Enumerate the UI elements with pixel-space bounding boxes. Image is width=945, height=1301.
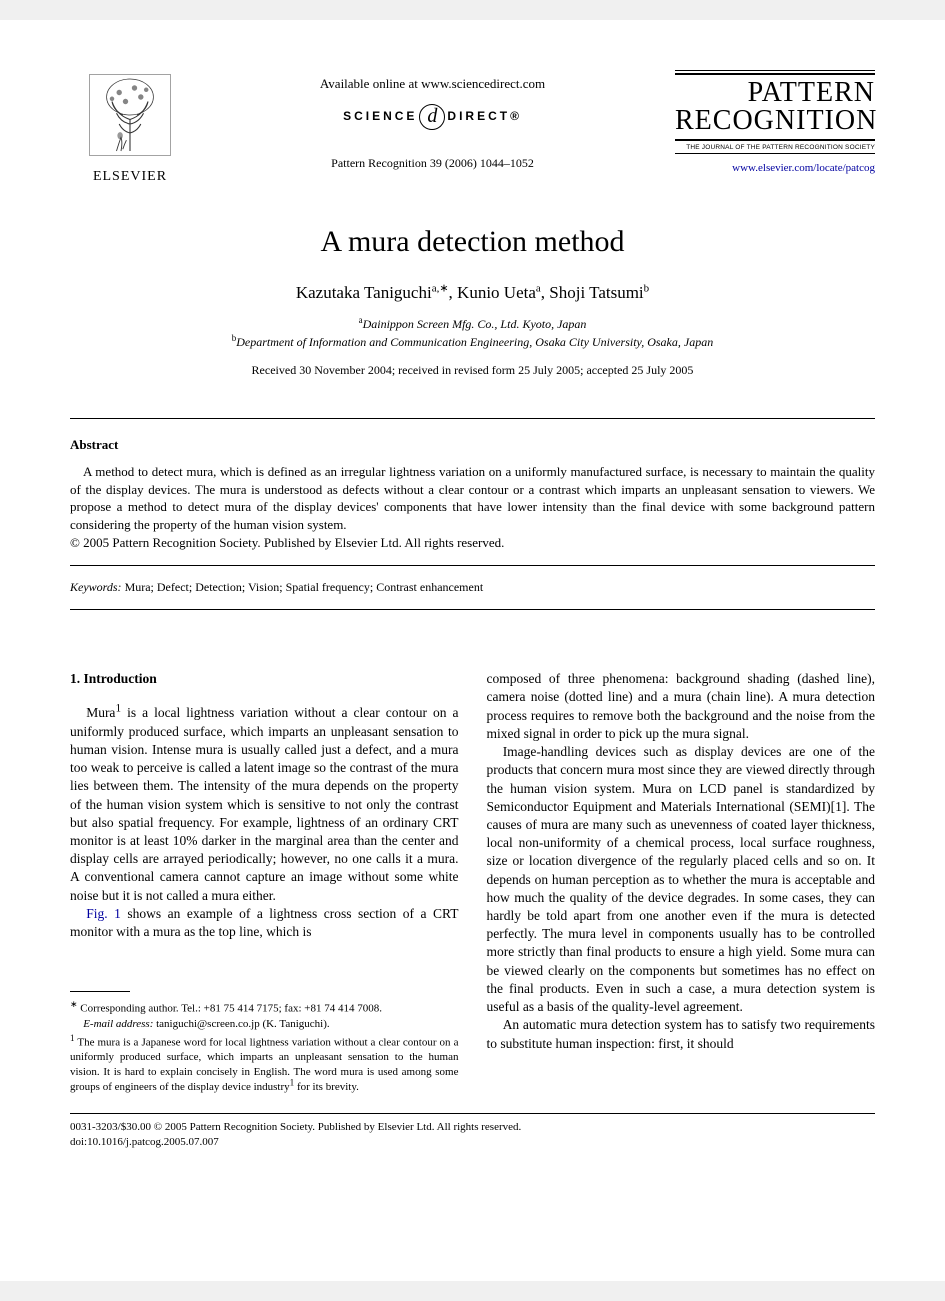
affiliations: aDainippon Screen Mfg. Co., Ltd. Kyoto, …: [70, 315, 875, 351]
authors: Kazutaka Taniguchia,∗, Kunio Uetaa, Shoj…: [70, 283, 875, 303]
keywords-label: Keywords:: [70, 580, 122, 594]
section-heading: 1. Introduction: [70, 670, 459, 688]
publisher-name: ELSEVIER: [70, 169, 190, 185]
figure-link[interactable]: Fig. 1: [86, 906, 121, 921]
aff-a: Dainippon Screen Mfg. Co., Ltd. Kyoto, J…: [363, 317, 587, 331]
body-columns: 1. Introduction Mura1 is a local lightne…: [70, 670, 875, 1094]
body-paragraph: An automatic mura detection system has t…: [487, 1016, 876, 1052]
author-2: , Kunio Ueta: [449, 283, 536, 302]
email-suffix: (K. Taniguchi).: [260, 1018, 330, 1030]
abstract-heading: Abstract: [70, 437, 875, 453]
body-paragraph: Image-handling devices such as display d…: [487, 743, 876, 1016]
body-paragraph: composed of three phenomena: background …: [487, 670, 876, 743]
abstract-copyright: © 2005 Pattern Recognition Society. Publ…: [70, 535, 875, 551]
center-header: Available online at www.sciencedirect.co…: [190, 70, 675, 171]
article-title: A mura detection method: [70, 225, 875, 259]
footnote-rule: [70, 991, 130, 992]
body-paragraph: Fig. 1 shows an example of a lightness c…: [70, 905, 459, 941]
body-paragraph: Mura1 is a local lightness variation wit…: [70, 704, 459, 904]
elsevier-tree-logo: [85, 70, 175, 160]
p1-pre: Mura: [86, 705, 115, 720]
author-3-aff: b: [644, 282, 650, 294]
aff-b: Department of Information and Communicat…: [236, 335, 713, 349]
footnote-1: 1 The mura is a Japanese word for local …: [70, 1032, 459, 1095]
keywords-text: Mura; Defect; Detection; Vision; Spatial…: [122, 580, 484, 594]
journal-title: PATTERN RECOGNITION: [675, 77, 875, 137]
doi: doi:10.1016/j.patcog.2005.07.007: [70, 1135, 875, 1150]
title-block: A mura detection method Kazutaka Taniguc…: [70, 225, 875, 378]
keywords-line: Keywords: Mura; Defect; Detection; Visio…: [70, 580, 875, 595]
divider-rule: [70, 609, 875, 610]
journal-block: PATTERN RECOGNITION THE JOURNAL OF THE P…: [675, 70, 875, 174]
email-label: E-mail address:: [83, 1018, 153, 1030]
author-1: Kazutaka Taniguchi: [296, 283, 432, 302]
footnotes: ∗ Corresponding author. Tel.: +81 75 414…: [70, 998, 459, 1094]
divider-rule: [70, 418, 875, 419]
journal-title-line1: PATTERN: [748, 77, 875, 108]
corr-text: Corresponding author. Tel.: +81 75 414 7…: [78, 1003, 382, 1015]
paper-page: ELSEVIER Available online at www.science…: [0, 20, 945, 1281]
email-footnote: E-mail address: taniguchi@screen.co.jp (…: [70, 1017, 459, 1032]
sd-right: DIRECT®: [447, 109, 522, 123]
fn1-text-b: for its brevity.: [294, 1081, 359, 1093]
journal-rule: [675, 70, 875, 75]
column-right: composed of three phenomena: background …: [487, 670, 876, 1094]
email-address[interactable]: taniguchi@screen.co.jp: [153, 1018, 259, 1030]
bottom-info: 0031-3203/$30.00 © 2005 Pattern Recognit…: [70, 1120, 875, 1151]
article-dates: Received 30 November 2004; received in r…: [70, 363, 875, 378]
journal-subtitle: THE JOURNAL OF THE PATTERN RECOGNITION S…: [675, 141, 875, 154]
corresponding-footnote: ∗ Corresponding author. Tel.: +81 75 414…: [70, 998, 459, 1017]
sd-d-icon: d: [419, 104, 445, 130]
author-1-corr: ∗: [439, 282, 448, 294]
abstract-section: Abstract A method to detect mura, which …: [70, 437, 875, 551]
fn1-text-a: The mura is a Japanese word for local li…: [70, 1036, 459, 1093]
journal-title-line2: RECOGNITION: [675, 105, 877, 136]
header-row: ELSEVIER Available online at www.science…: [70, 70, 875, 185]
column-left: 1. Introduction Mura1 is a local lightne…: [70, 670, 459, 1094]
p1-text: is a local lightness variation without a…: [70, 705, 459, 902]
journal-url[interactable]: www.elsevier.com/locate/patcog: [675, 162, 875, 174]
sciencedirect-logo: SCIENCEdDIRECT®: [190, 104, 675, 130]
bottom-rule: [70, 1113, 875, 1114]
sd-left: SCIENCE: [343, 109, 417, 123]
divider-rule: [70, 565, 875, 566]
issn-copyright: 0031-3203/$30.00 © 2005 Pattern Recognit…: [70, 1120, 875, 1135]
p2-text: shows an example of a lightness cross se…: [70, 906, 459, 939]
available-online-text: Available online at www.sciencedirect.co…: [190, 76, 675, 92]
citation-line: Pattern Recognition 39 (2006) 1044–1052: [190, 156, 675, 171]
author-3: , Shoji Tatsumi: [541, 283, 644, 302]
corr-marker: ∗: [70, 999, 78, 1009]
publisher-block: ELSEVIER: [70, 70, 190, 185]
abstract-text: A method to detect mura, which is define…: [70, 463, 875, 533]
